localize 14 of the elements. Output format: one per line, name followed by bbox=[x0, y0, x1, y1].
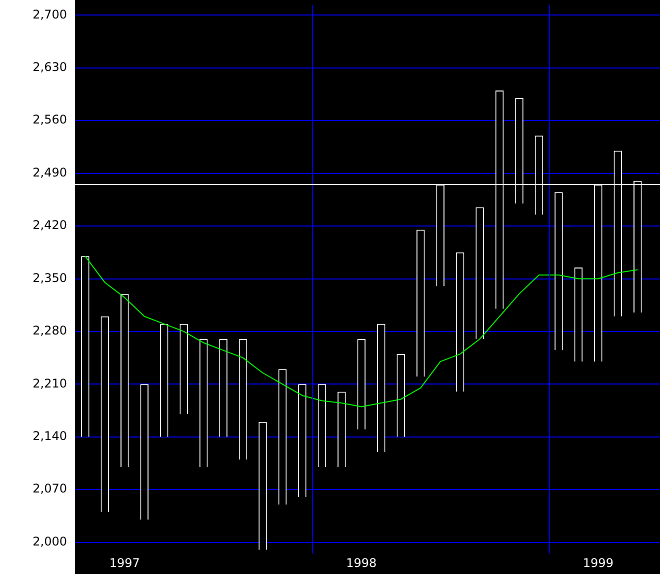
y-tick-label: 2,700 bbox=[32, 7, 67, 22]
x-tick-label: 1997 bbox=[109, 556, 140, 570]
y-tick-label: 2,350 bbox=[32, 270, 67, 285]
y-tick-label: 2,210 bbox=[32, 376, 67, 390]
x-tick-label: 1998 bbox=[346, 556, 377, 570]
y-tick-label: 2,630 bbox=[32, 60, 67, 74]
y-tick-label: 2,280 bbox=[32, 324, 67, 338]
x-tick-label: 1999 bbox=[582, 556, 614, 570]
y-tick-label: 2,420 bbox=[32, 218, 67, 232]
y-tick-label: 2,140 bbox=[32, 429, 67, 444]
y-tick-label: 2,070 bbox=[32, 482, 67, 496]
y-tick-label: 2,000 bbox=[32, 534, 67, 548]
y-tick-label: 2,490 bbox=[32, 165, 67, 180]
y-tick-label: 2,560 bbox=[32, 112, 67, 127]
